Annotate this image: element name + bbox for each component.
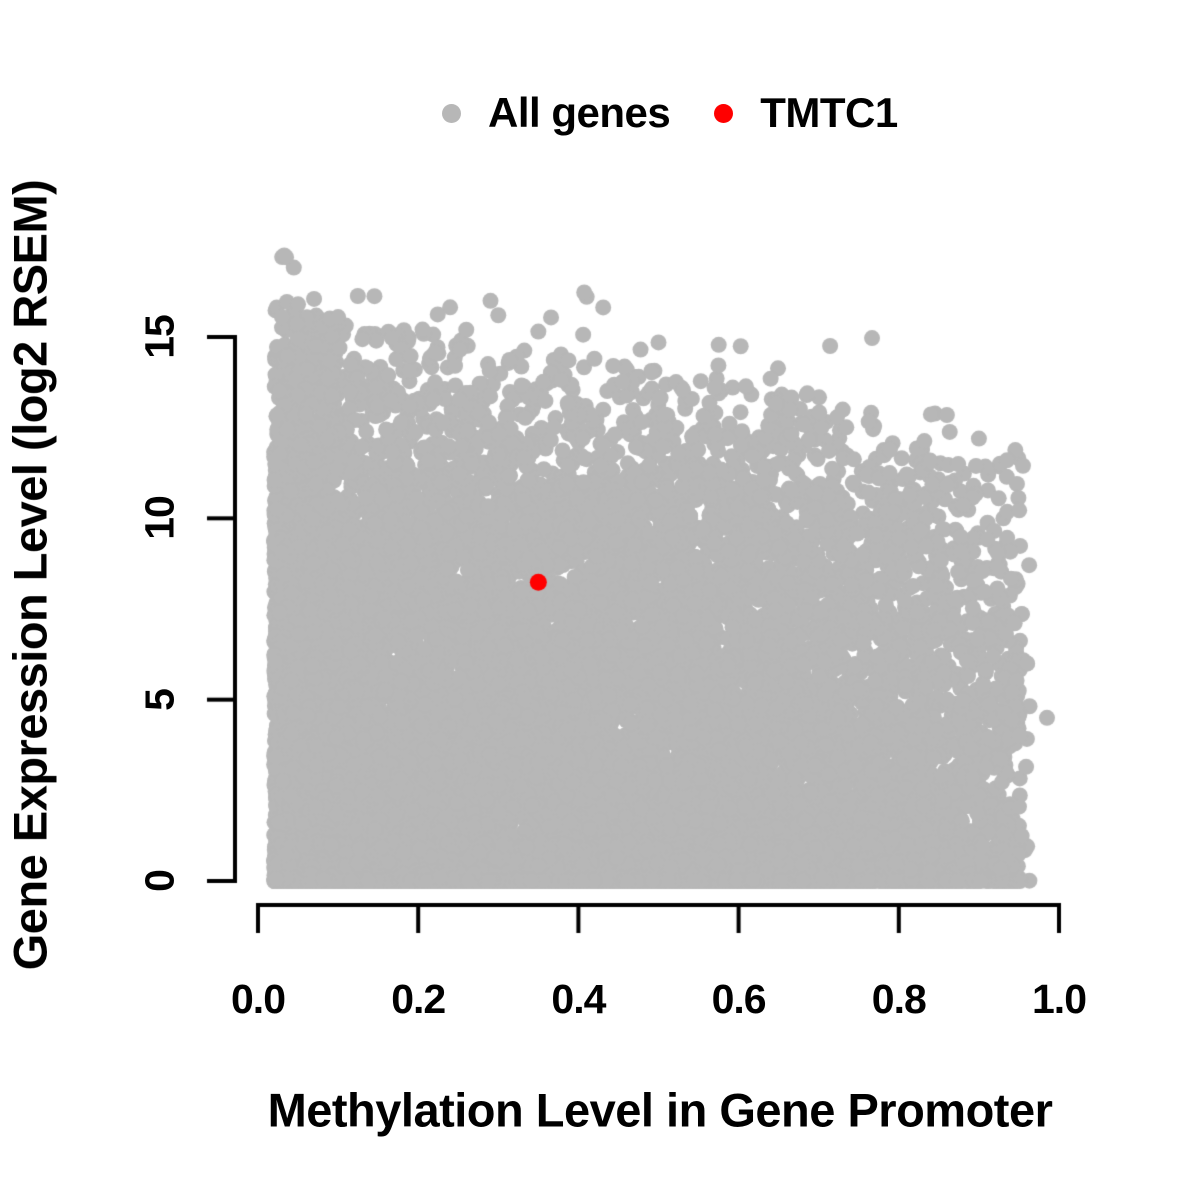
- legend-item-all-genes: All genes: [442, 89, 671, 137]
- legend-label: TMTC1: [760, 89, 898, 136]
- legend-item-tmtc1: TMTC1: [714, 89, 898, 137]
- x-tick-label: 0.2: [391, 976, 446, 1022]
- y-tick-label: 5: [136, 688, 183, 711]
- x-tick-label: 0.0: [231, 976, 286, 1022]
- x-axis-title: Methylation Level in Gene Promoter: [267, 1083, 1053, 1137]
- tmtc1-legend-dot-icon: [714, 103, 734, 123]
- y-axis-title: Gene Expression Level (log2 RSEM): [3, 179, 57, 971]
- x-tick-label: 0.8: [871, 976, 927, 1022]
- y-tick-label: 15: [136, 315, 183, 359]
- legend: All genes TMTC1: [442, 89, 898, 137]
- x-tick-label: 1.0: [1032, 976, 1087, 1022]
- x-tick-label: 0.6: [711, 976, 767, 1022]
- y-tick-label: 0: [136, 870, 183, 892]
- y-tick-label: 10: [136, 496, 183, 541]
- legend-label: All genes: [488, 89, 671, 136]
- x-tick-label: 0.4: [551, 976, 606, 1022]
- all-genes-legend-dot-icon: [442, 103, 461, 123]
